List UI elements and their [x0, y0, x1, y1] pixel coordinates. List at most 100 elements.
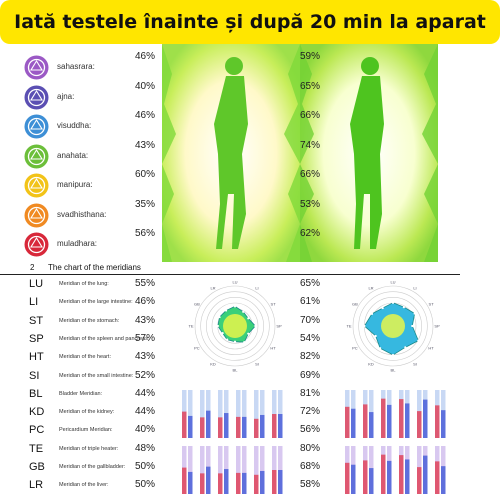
- radar-point: [370, 312, 374, 315]
- radar-grid-ring: [211, 302, 259, 350]
- bar-fill: [405, 459, 410, 494]
- chakra-after-value: 62%: [300, 228, 321, 239]
- meridian-before-value: 48%: [135, 442, 156, 454]
- meridian-before-value: 55%: [135, 278, 156, 289]
- meridian-after-value: 54%: [300, 332, 321, 344]
- meridian-code: PC: [29, 424, 45, 437]
- radar-point: [391, 301, 395, 304]
- meridian-row: HT Meridian of the heart: 43% 82%: [0, 349, 500, 367]
- radar-axis-label: LI: [413, 285, 416, 290]
- meridian-name: Meridian of the spleen and pancreas:: [59, 335, 150, 342]
- bar-fill: [206, 410, 211, 438]
- bar-fill: [345, 462, 350, 494]
- radar-axis-label: SI: [255, 362, 259, 367]
- radar-axis-label: GB: [194, 302, 200, 307]
- radar-axis-label: KD: [368, 362, 374, 367]
- radar-point: [216, 324, 219, 328]
- radar-center: [381, 314, 405, 338]
- bar-fill: [254, 418, 259, 438]
- title-banner: Iată testele înainte și după 20 min la a…: [0, 0, 500, 44]
- meridian-before-value: 40%: [135, 424, 156, 436]
- radar-axis-label: TE: [346, 324, 351, 329]
- meridian-row: BL Bladder Meridian: 44% 81%: [0, 386, 500, 404]
- chakra-name: manipura:: [57, 180, 93, 189]
- meridian-row: ST Meridian of the stomach: 43% 70%: [0, 313, 500, 331]
- radar-point: [404, 346, 407, 349]
- meridian-code: GB: [29, 461, 45, 473]
- radar-point: [226, 338, 229, 341]
- aura-image-after: [300, 44, 438, 262]
- radar-axis-label: GB: [352, 302, 358, 307]
- bar-fill: [224, 469, 229, 494]
- bar-fill: [188, 471, 193, 494]
- bar-background: [188, 446, 193, 494]
- bar-background: [260, 390, 265, 438]
- bar-fill: [423, 399, 428, 438]
- chakra-name: muladhara:: [57, 239, 98, 248]
- meridian-after-value: 70%: [300, 314, 321, 326]
- chakra-row: svadhisthana: 35% 53%: [0, 199, 500, 233]
- radar-point: [233, 305, 237, 308]
- radar-point: [233, 340, 237, 343]
- meridian-row: LR Meridian of the liver: 50% 58%: [0, 477, 500, 495]
- radar-chart-after: LU LI ST SP HT SI BL KD PC TE GB LR: [345, 280, 441, 373]
- bar-fill: [351, 464, 356, 494]
- chakra-row: visuddha: 46% 66%: [0, 110, 500, 144]
- meridian-code: SP: [29, 332, 44, 345]
- meridian-name: Meridian of the kidney:: [59, 409, 115, 416]
- chakra-after-value: 74%: [300, 139, 321, 151]
- radar-axis-label: LI: [255, 285, 258, 290]
- bar-fill: [272, 414, 277, 438]
- bar-fill: [441, 410, 446, 438]
- meridian-name: Bladder Meridian:: [59, 390, 103, 397]
- bar-background: [242, 446, 247, 494]
- bar-background: [200, 446, 205, 494]
- meridian-after-value: 81%: [300, 387, 321, 399]
- meridian-before-value: 44%: [135, 387, 156, 399]
- radar-point: [218, 315, 221, 319]
- meridian-row: TE Meridian of triple heater: 48% 80%: [0, 441, 500, 459]
- bar-background: [236, 446, 241, 494]
- bar-fill: [254, 474, 259, 494]
- bar-fill: [260, 414, 265, 438]
- bar-fill: [278, 414, 283, 438]
- radar-point: [374, 334, 377, 338]
- bar-chart-before: [180, 388, 293, 500]
- bar-fill: [200, 473, 205, 494]
- radar-axis-label: BL: [391, 368, 397, 373]
- bar-fill: [218, 417, 223, 438]
- radar-grid-ring: [200, 291, 270, 361]
- radar-point: [242, 310, 245, 313]
- solar-plexus-chakra-icon: [24, 173, 49, 198]
- radar-grid-ring: [352, 285, 434, 367]
- third-eye-chakra-icon: [24, 85, 49, 110]
- chakra-before-value: 35%: [135, 198, 156, 210]
- meridian-code: KD: [29, 406, 45, 419]
- chakra-row: muladhara: 56% 62%: [0, 228, 500, 262]
- bar-fill: [369, 468, 374, 494]
- section-title: The chart of the meridians: [48, 263, 141, 272]
- meridian-before-value: 44%: [135, 406, 156, 418]
- meridian-before-value: 43%: [135, 314, 156, 326]
- chakra-name: ajna:: [57, 91, 75, 101]
- meridian-name: Meridian of the lung:: [59, 281, 109, 287]
- bar-background: [218, 390, 223, 438]
- radar-point: [379, 347, 382, 350]
- meridian-row: LI Meridian of the large intestine: 46% 61%: [0, 294, 500, 312]
- bar-fill: [399, 399, 404, 438]
- bar-fill: [435, 405, 440, 438]
- meridian-before-value: 57%: [135, 332, 156, 344]
- radar-axis-label: ST: [271, 302, 277, 307]
- radar-point: [411, 324, 414, 328]
- chakra-after-value: 66%: [300, 110, 321, 121]
- bar-fill: [381, 454, 386, 494]
- chakra-before-value: 43%: [135, 139, 156, 151]
- throat-chakra-icon: [24, 114, 49, 139]
- bar-background: [200, 390, 205, 438]
- meridian-code: BL: [29, 387, 43, 400]
- bar-fill: [387, 404, 392, 438]
- meridian-name: Meridian of the liver:: [59, 482, 109, 489]
- meridian-row: GB Meridian of the gallbladder: 50% 68%: [0, 459, 500, 477]
- bar-fill: [236, 416, 241, 438]
- meridian-code: LR: [29, 479, 44, 492]
